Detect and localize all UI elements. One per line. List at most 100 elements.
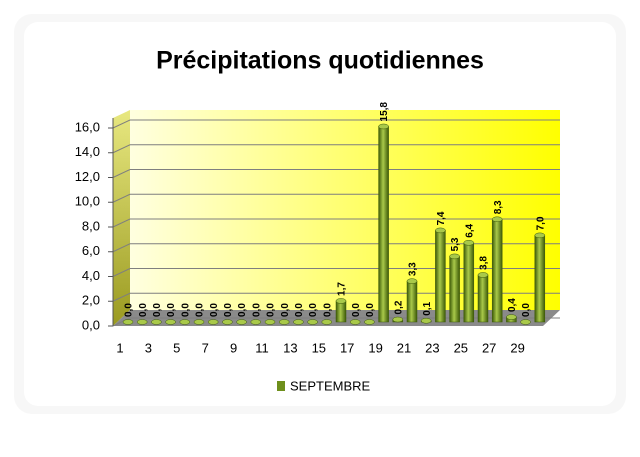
value-label: 0,0 — [251, 303, 262, 317]
value-label: 0,0 — [195, 303, 206, 317]
value-label: 0,0 — [280, 303, 291, 317]
value-label: 5,3 — [450, 237, 461, 251]
bar — [335, 300, 347, 323]
bar — [477, 274, 489, 323]
bar — [406, 280, 418, 323]
grid-line-side — [112, 292, 131, 302]
value-label: 0,0 — [138, 303, 149, 317]
bar-cap — [179, 319, 191, 325]
y-tick-label: 2,0 — [82, 293, 100, 308]
bar-cap — [491, 216, 503, 223]
bar-cap — [207, 319, 219, 325]
value-label: 0,0 — [266, 303, 277, 317]
x-tick-label: 23 — [425, 340, 439, 355]
bar-cap — [335, 298, 347, 304]
value-label: 3,8 — [479, 256, 490, 270]
grid-line-side — [112, 218, 131, 228]
value-label: 0,0 — [124, 303, 135, 317]
value-label: 0,0 — [166, 303, 177, 317]
y-tick-label: 6,0 — [82, 243, 100, 258]
bar-cap — [293, 319, 304, 325]
bar-cap — [520, 319, 531, 325]
value-label: 0,0 — [209, 303, 220, 317]
grid-line-side — [112, 193, 131, 203]
x-tick-label: 25 — [454, 340, 468, 355]
bar-cap — [193, 319, 205, 325]
x-tick-label: 15 — [312, 340, 326, 355]
value-label: 6,4 — [464, 223, 475, 237]
x-tick-label: 29 — [510, 340, 524, 355]
bar-cap — [392, 316, 404, 323]
bar — [378, 126, 389, 323]
bar-cap — [278, 319, 290, 325]
value-label: 0,0 — [152, 303, 163, 317]
legend-swatch — [277, 381, 285, 391]
value-label: 7,4 — [436, 211, 447, 225]
bar-cap — [364, 319, 375, 325]
y-tick-label: 16,0 — [75, 119, 100, 134]
x-tick-label: 3 — [145, 340, 152, 355]
x-tick-label: 19 — [368, 340, 382, 355]
bar-cap — [506, 314, 517, 320]
value-label: 0,0 — [180, 303, 191, 317]
bar-cap — [136, 319, 148, 325]
bar-cap — [534, 232, 546, 239]
x-tick-label: 21 — [397, 340, 411, 355]
bar-cap — [264, 319, 276, 325]
x-tick-label: 17 — [340, 340, 354, 355]
bar — [491, 219, 503, 323]
bar-cap — [449, 253, 460, 260]
bar-cap — [151, 319, 162, 325]
bar-cap — [406, 278, 418, 284]
value-label: 3,3 — [408, 262, 419, 276]
side-wall — [113, 110, 130, 326]
value-label: 0,0 — [294, 303, 305, 317]
bar-cap — [165, 319, 176, 325]
value-label: 0,2 — [393, 300, 404, 314]
x-tick-label: 9 — [230, 340, 237, 355]
value-label: 15,8 — [379, 102, 390, 122]
grid-line-side — [112, 119, 131, 129]
value-label: 0,0 — [351, 303, 362, 317]
y-tick-label: 12,0 — [75, 169, 100, 184]
x-tick-label: 13 — [283, 340, 297, 355]
value-label: 0,1 — [422, 301, 433, 315]
bar-cap — [222, 319, 233, 325]
x-tick-label: 5 — [173, 340, 180, 355]
bar-cap — [435, 227, 446, 234]
bar-cap — [378, 123, 389, 130]
grid-line-side — [112, 268, 131, 277]
bar-cap — [307, 319, 318, 325]
bar-cap — [420, 318, 432, 324]
y-tick-label: 8,0 — [82, 218, 100, 233]
value-label: 0,4 — [507, 298, 518, 312]
bar-cap — [250, 319, 262, 325]
value-label: 0,0 — [521, 303, 532, 317]
grid-line-side — [112, 169, 131, 178]
bar — [534, 235, 546, 323]
bar — [449, 256, 460, 323]
bar-cap — [321, 319, 333, 325]
value-label: 0,0 — [365, 303, 376, 317]
value-label: 0,0 — [223, 303, 234, 317]
bar-cap — [477, 272, 489, 278]
x-tick-label: 27 — [482, 340, 496, 355]
y-tick-label: 10,0 — [75, 194, 100, 209]
value-label: 0,0 — [237, 303, 248, 317]
value-label: 8,3 — [493, 200, 504, 214]
grid-line-side — [112, 144, 131, 154]
x-tick-label: 1 — [116, 340, 123, 355]
bar — [435, 230, 446, 323]
value-label: 7,0 — [535, 216, 546, 230]
x-tick-label: 7 — [202, 340, 209, 355]
y-tick-label: 4,0 — [82, 268, 100, 283]
value-label: 0,0 — [308, 303, 319, 317]
chart-title: Précipitations quotidiennes — [156, 47, 484, 75]
grid-line-side — [112, 243, 131, 253]
y-tick-label: 14,0 — [75, 144, 100, 159]
value-label: 0,0 — [322, 303, 333, 317]
value-label: 1,7 — [337, 282, 348, 296]
bar — [463, 242, 475, 323]
y-tick-label: 0,0 — [82, 317, 100, 332]
